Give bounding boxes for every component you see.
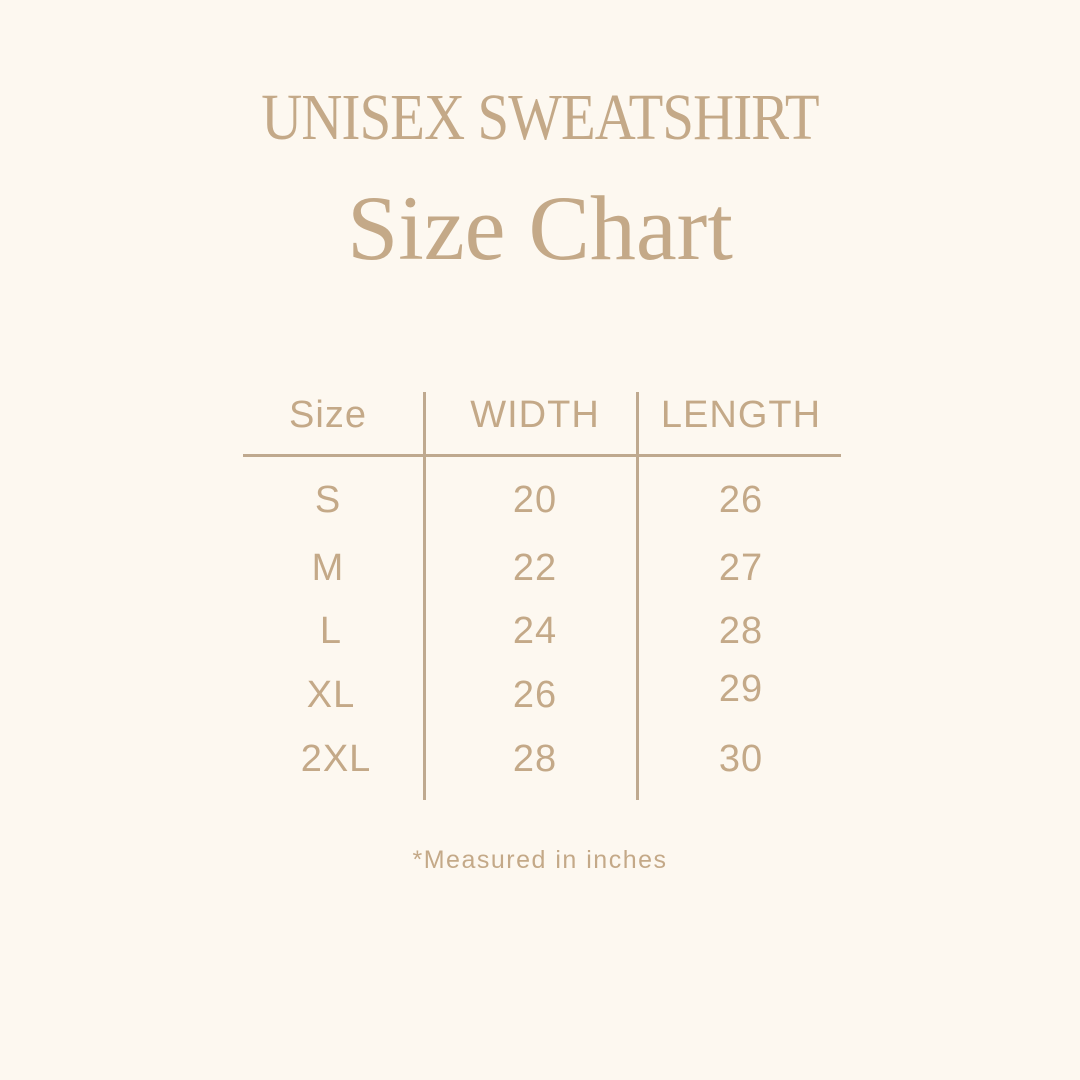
table-cell-size: L <box>319 610 343 652</box>
measurement-footnote: *Measured in inches <box>412 846 668 874</box>
page-title: Size Chart <box>347 177 733 279</box>
column-header-length: LENGTH <box>660 394 822 436</box>
table-cell-width: 22 <box>512 547 558 589</box>
column-header-width: WIDTH <box>470 394 600 436</box>
table-cell-length: 26 <box>718 479 764 521</box>
table-cell-width: 20 <box>512 479 558 521</box>
table-cell-length: 28 <box>718 610 764 652</box>
table-cell-size: 2XL <box>300 738 372 780</box>
table-cell-width: 26 <box>512 674 558 716</box>
table-cell-size: XL <box>306 674 356 716</box>
table-cell-length: 30 <box>718 738 764 780</box>
column-header-size: Size <box>289 394 367 436</box>
table-cell-size: M <box>311 547 345 589</box>
product-title: UNISEX SWEATSHIRT <box>261 81 819 154</box>
table-cell-length: 27 <box>718 547 764 589</box>
table-cell-length: 29 <box>718 668 764 710</box>
table-cell-size: S <box>314 479 342 521</box>
header-divider <box>243 454 841 457</box>
column-divider <box>423 392 426 800</box>
column-divider <box>636 392 639 800</box>
table-cell-width: 24 <box>512 610 558 652</box>
table-cell-width: 28 <box>512 738 558 780</box>
